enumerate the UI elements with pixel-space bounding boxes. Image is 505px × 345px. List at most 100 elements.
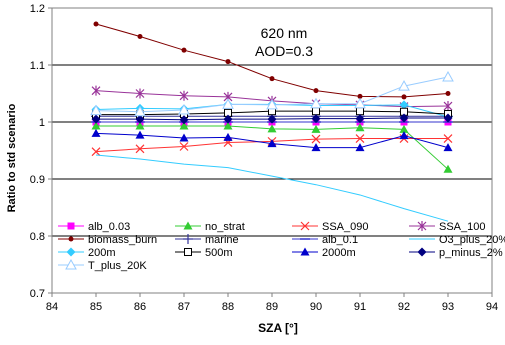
series-2000m — [91, 128, 453, 152]
data-point — [134, 105, 146, 117]
data-point — [398, 80, 410, 91]
legend-marker — [66, 247, 76, 257]
data-point — [223, 121, 233, 130]
data-point — [179, 133, 189, 142]
data-point — [355, 134, 365, 143]
data-point — [442, 70, 454, 82]
legend-marker — [65, 258, 77, 270]
data-point — [179, 121, 189, 130]
legend-item: alb_0.03 — [58, 221, 130, 233]
legend-marker — [183, 221, 193, 230]
legend-label: O3_plus_20% — [439, 234, 505, 246]
series-layer — [90, 21, 454, 222]
x-tick-label: 89 — [266, 301, 278, 313]
legend-item: biomass_burn — [58, 234, 157, 246]
data-point — [91, 85, 101, 96]
tick-labels: 0.7 0.8 0.9 1 1.1 1.2 84 85 86 87 88 89 90 91 92 93 94 — [30, 3, 498, 313]
data-point — [357, 93, 363, 99]
data-point — [266, 98, 278, 110]
data-point — [90, 104, 102, 116]
data-point — [91, 147, 101, 157]
x-tick-label: 91 — [354, 301, 366, 313]
legend-marker — [68, 236, 74, 242]
data-point — [311, 114, 321, 124]
x-axis-label: SZA [°] — [258, 321, 298, 335]
data-point — [179, 90, 189, 101]
legend-label: 500m — [205, 247, 233, 259]
legend-marker — [184, 248, 192, 256]
data-point — [443, 164, 453, 173]
data-point — [443, 134, 453, 143]
data-point — [443, 143, 453, 152]
data-point — [355, 123, 365, 132]
series-line — [96, 125, 449, 170]
data-point — [401, 94, 407, 100]
data-point — [179, 142, 189, 151]
data-point — [311, 143, 321, 152]
legend-item: p_minus_2% — [409, 247, 503, 259]
data-point — [267, 139, 277, 148]
legend-item: 200m — [58, 247, 116, 259]
data-point — [137, 34, 143, 39]
data-point — [399, 113, 409, 123]
legend-marker — [67, 222, 75, 230]
series-line — [95, 154, 449, 222]
legend-item: 500m — [175, 247, 233, 259]
data-point — [91, 128, 101, 137]
series-o3-plus-20 — [95, 154, 449, 222]
series-t-plus-20k — [90, 70, 454, 117]
data-point — [443, 101, 453, 112]
data-point — [93, 21, 99, 27]
data-point — [135, 130, 145, 139]
legend-label: 200m — [88, 247, 116, 259]
x-tick-label: 93 — [442, 301, 454, 313]
legend-label: alb_0.03 — [88, 221, 130, 233]
legend-item: alb_0.1 — [292, 234, 358, 246]
x-tick-label: 94 — [486, 301, 498, 313]
legend-label: 2000m — [322, 247, 356, 259]
series-no-strat — [91, 121, 453, 173]
data-point — [443, 113, 453, 123]
legend-label: p_minus_2% — [439, 247, 503, 259]
series-biomass-burn — [93, 21, 451, 100]
y-tick-label: 0.9 — [30, 174, 45, 186]
annotation-aod: AOD=0.3 — [255, 43, 313, 59]
data-point — [135, 144, 145, 154]
x-tick-label: 85 — [90, 301, 102, 313]
legend-label: T_plus_20K — [88, 260, 147, 272]
data-point — [311, 124, 321, 133]
data-point — [310, 97, 322, 109]
data-point — [269, 76, 275, 82]
data-point — [181, 47, 187, 53]
data-point — [312, 107, 320, 116]
y-axis-label: Ratio to std scenario — [6, 103, 18, 212]
legend-label: no_strat — [205, 221, 245, 233]
data-point — [399, 131, 409, 140]
legend-item: SSA_090 — [292, 221, 368, 233]
data-point — [267, 124, 277, 133]
legend-marker — [417, 221, 427, 231]
legend-marker — [417, 247, 427, 257]
data-point — [223, 114, 233, 124]
y-tick-label: 1 — [39, 117, 45, 129]
data-point — [354, 97, 366, 109]
legend-label: alb_0.1 — [322, 234, 358, 246]
data-point — [135, 114, 145, 124]
x-tick-label: 90 — [310, 301, 322, 313]
data-point — [91, 121, 101, 130]
legend-item: SSA_100 — [409, 221, 485, 233]
legend-marker — [183, 234, 193, 244]
legend-label: SSA_090 — [322, 221, 368, 233]
y-tick-label: 1.2 — [30, 3, 45, 15]
data-point — [135, 121, 145, 130]
data-point — [223, 132, 233, 141]
data-point — [135, 88, 145, 99]
data-point — [445, 91, 451, 96]
data-point — [179, 115, 189, 125]
x-tick-label: 88 — [222, 301, 234, 313]
data-point — [399, 100, 409, 110]
data-point — [225, 59, 231, 65]
data-point — [311, 134, 321, 144]
data-point — [355, 143, 365, 152]
legend-item: 2000m — [292, 247, 356, 259]
